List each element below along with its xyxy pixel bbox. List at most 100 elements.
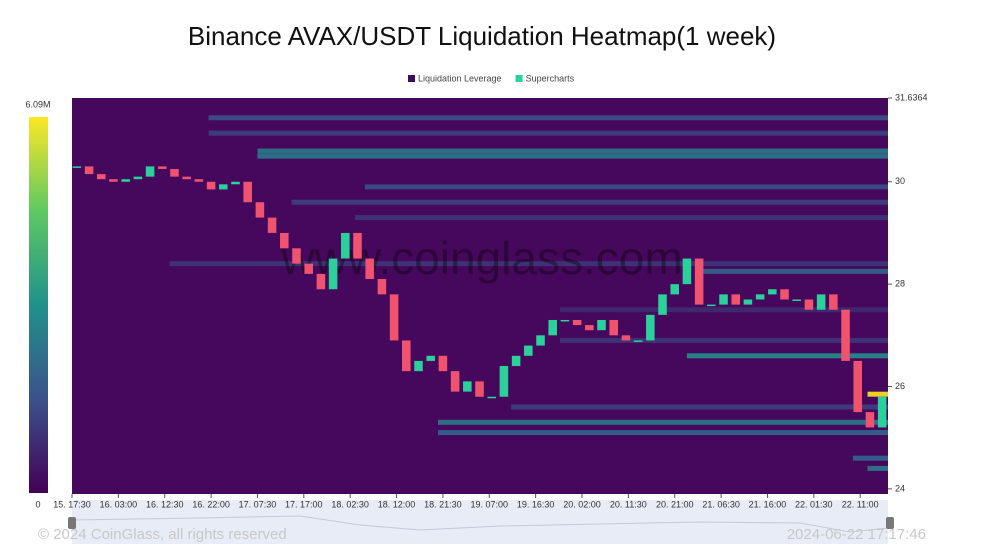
x-tick-label: 20. 21:00	[656, 499, 694, 509]
candle	[694, 258, 704, 305]
candle	[194, 179, 204, 182]
candle	[597, 319, 606, 331]
candle	[536, 335, 545, 346]
candle	[231, 181, 240, 185]
heat-band	[208, 115, 889, 121]
candle	[97, 174, 106, 180]
candle	[853, 360, 863, 413]
candle	[548, 319, 557, 336]
x-tick-label: 16. 22:00	[192, 499, 230, 509]
heat-band	[208, 130, 889, 136]
candle	[292, 248, 301, 264]
legend-swatch	[408, 75, 415, 82]
candle	[792, 299, 802, 301]
x-tick-label: 16. 12:30	[146, 499, 184, 509]
heat-band	[438, 419, 888, 425]
x-tick-label: 21. 16:00	[749, 499, 787, 509]
candle	[328, 258, 338, 290]
candle	[719, 294, 728, 305]
candle	[365, 258, 374, 280]
candle	[109, 179, 118, 182]
heatmap-background	[72, 98, 888, 494]
candle	[280, 232, 289, 249]
candle	[463, 381, 472, 392]
x-tick-label: 17. 07:30	[239, 499, 277, 509]
candle	[633, 340, 643, 342]
x-tick-label: 19. 07:00	[470, 499, 508, 509]
heat-band	[169, 261, 888, 267]
candle	[560, 319, 570, 322]
candle	[438, 355, 448, 372]
x-tick-label: 15. 17:30	[53, 499, 91, 509]
candle	[816, 294, 826, 310]
candle	[877, 396, 887, 428]
candle	[658, 294, 667, 315]
candle	[487, 396, 496, 399]
heat-band	[355, 215, 888, 221]
candle	[121, 179, 130, 182]
x-tick-label: 17. 17:00	[285, 499, 323, 509]
x-tick-label: 18. 12:00	[378, 499, 416, 509]
y-tick-label: 28	[895, 279, 905, 289]
candle	[682, 258, 692, 285]
heat-band	[867, 465, 888, 471]
heat-band	[867, 391, 888, 397]
candle	[829, 294, 838, 310]
navigator-handle[interactable]	[68, 517, 76, 529]
candle	[170, 168, 179, 177]
candle	[609, 319, 618, 336]
legend-swatch	[515, 75, 523, 82]
colorbar-label: 6.09M	[25, 99, 50, 109]
x-tick-label: 18. 02:30	[331, 499, 369, 509]
candle	[731, 294, 741, 305]
legend-label: Supercharts	[526, 73, 575, 83]
watermark: www.coinglass.com	[280, 232, 682, 284]
colorbar-label: 0	[35, 499, 40, 509]
candle	[426, 355, 435, 361]
candle	[743, 299, 753, 305]
x-tick-label: 20. 11:30	[610, 499, 647, 509]
candle	[133, 176, 143, 180]
heat-band	[852, 455, 888, 461]
candle	[72, 166, 82, 168]
x-tick-label: 18. 21:30	[424, 499, 462, 509]
candle	[865, 412, 875, 428]
candle	[450, 371, 460, 392]
heat-band	[291, 199, 889, 205]
heat-band	[696, 268, 888, 274]
y-tick-label: 30	[895, 176, 905, 186]
footer-timestamp: 2024-06-22 17:17:46	[787, 526, 926, 543]
navigator-handle[interactable]	[886, 517, 894, 529]
navigator-line	[71, 515, 889, 533]
candle	[316, 273, 326, 290]
candle	[341, 232, 350, 259]
candle	[475, 381, 484, 397]
candle	[145, 166, 155, 177]
candle	[219, 184, 228, 190]
heat-band	[364, 184, 888, 190]
heat-band	[686, 353, 888, 359]
candle	[707, 304, 716, 307]
candle	[780, 289, 789, 300]
y-tick-label: 26	[895, 381, 905, 391]
heat-band	[560, 307, 888, 313]
heat-band	[560, 337, 888, 343]
candle	[572, 319, 582, 326]
candle	[524, 345, 533, 356]
candle	[646, 314, 655, 341]
heat-band	[257, 148, 888, 154]
x-tick-label: 22. 11:00	[842, 499, 879, 509]
chart-title: Binance AVAX/USDT Liquidation Heatmap(1 …	[188, 21, 776, 51]
x-tick-label: 21. 06:30	[702, 499, 740, 509]
candle	[755, 294, 765, 300]
heat-band	[438, 430, 888, 436]
candle	[158, 166, 167, 169]
candle	[304, 263, 313, 274]
footer-copyright: © 2024 CoinGlass, all rights reserved	[38, 526, 287, 543]
candle	[182, 176, 191, 180]
navigator	[72, 500, 888, 544]
y-tick-label: 24	[895, 483, 905, 493]
candle	[377, 279, 387, 295]
heat-band	[511, 404, 888, 410]
